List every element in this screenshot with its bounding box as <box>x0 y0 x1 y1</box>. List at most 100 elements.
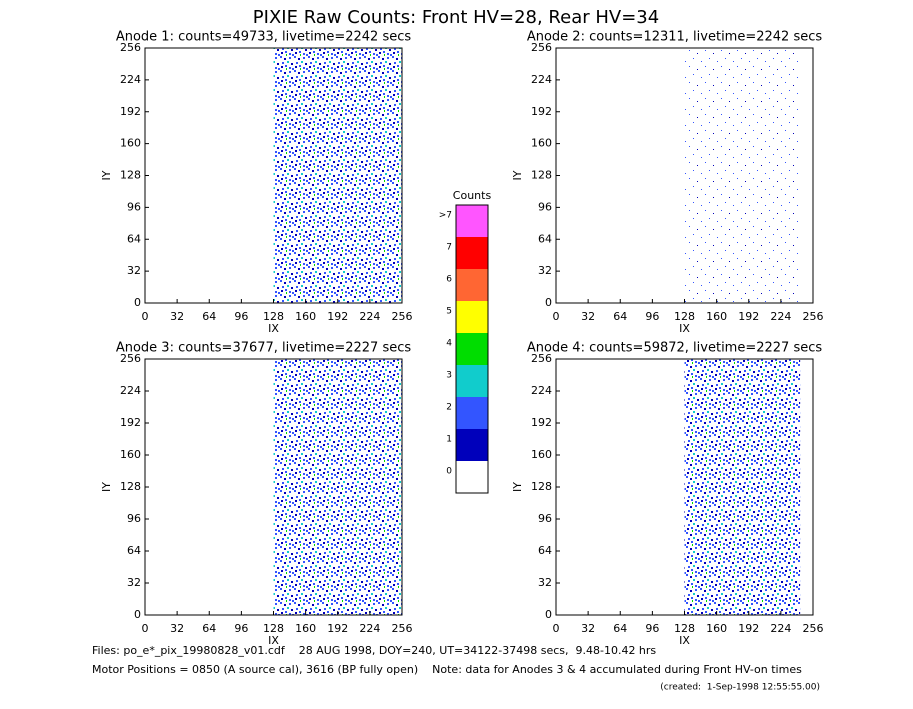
image-texture <box>273 359 402 615</box>
panel-title: Anode 3: counts=37677, livetime=2227 sec… <box>116 341 412 356</box>
y-tick-label: 96 <box>538 512 552 525</box>
y-tick-label: 96 <box>127 512 141 525</box>
panel-title: Anode 4: counts=59872, livetime=2227 sec… <box>527 341 823 356</box>
y-axis-label: IY <box>100 482 113 492</box>
image-texture <box>273 48 402 303</box>
x-axis-label: IX <box>268 634 279 647</box>
x-tick-label: 224 <box>359 622 380 635</box>
x-axis-label: IX <box>679 634 690 647</box>
y-tick-label: 64 <box>538 232 552 245</box>
y-tick-label: 32 <box>538 264 552 277</box>
y-tick-label: 160 <box>531 137 552 150</box>
x-tick-label: 96 <box>645 622 659 635</box>
colorbar-label: 3 <box>446 371 452 381</box>
y-tick-label: 64 <box>127 232 141 245</box>
x-tick-label: 32 <box>581 310 595 323</box>
y-tick-label: 160 <box>120 448 141 461</box>
colorbar-label: >7 <box>439 211 452 221</box>
y-tick-label: 128 <box>531 480 552 493</box>
x-tick-label: 0 <box>142 622 149 635</box>
x-tick-label: 32 <box>170 622 184 635</box>
image-texture <box>684 48 801 303</box>
x-tick-label: 224 <box>770 310 791 323</box>
colorbar-label: 7 <box>446 243 452 253</box>
colorbar-swatch <box>456 237 488 269</box>
colorbar-swatch <box>456 397 488 429</box>
x-tick-label: 96 <box>645 310 659 323</box>
y-tick-label: 0 <box>545 608 552 621</box>
y-tick-label: 224 <box>120 73 141 86</box>
x-tick-label: 64 <box>202 310 216 323</box>
footer-files: Files: po_e*_pix_19980828_v01.cdf 28 AUG… <box>92 644 656 657</box>
colorbar-swatch <box>456 333 488 365</box>
footer-motor: Motor Positions = 0850 (A source cal), 3… <box>92 663 802 676</box>
figure-title: PIXIE Raw Counts: Front HV=28, Rear HV=3… <box>253 7 659 28</box>
x-tick-label: 128 <box>263 622 284 635</box>
image-texture <box>684 359 801 615</box>
colorbar-swatch <box>456 461 488 493</box>
x-tick-label: 192 <box>327 622 348 635</box>
y-tick-label: 192 <box>120 416 141 429</box>
colorbar-swatch <box>456 365 488 397</box>
colorbar-label: 5 <box>446 307 452 317</box>
colorbar-frame <box>455 204 489 494</box>
colorbar-label: 6 <box>446 275 452 285</box>
x-tick-label: 160 <box>295 310 316 323</box>
x-tick-label: 32 <box>170 310 184 323</box>
x-tick-label: 224 <box>770 622 791 635</box>
y-tick-label: 0 <box>545 296 552 309</box>
x-tick-label: 256 <box>803 310 824 323</box>
x-tick-label: 224 <box>359 310 380 323</box>
y-tick-label: 192 <box>531 105 552 118</box>
y-tick-label: 64 <box>538 544 552 557</box>
y-tick-label: 256 <box>120 352 141 365</box>
y-tick-label: 128 <box>531 169 552 182</box>
colorbar-swatch <box>456 205 488 237</box>
x-tick-label: 64 <box>613 622 627 635</box>
y-tick-label: 224 <box>120 384 141 397</box>
x-tick-label: 160 <box>706 622 727 635</box>
x-tick-label: 192 <box>327 310 348 323</box>
y-tick-label: 224 <box>531 384 552 397</box>
x-tick-label: 128 <box>674 622 695 635</box>
colorbar-label: 1 <box>446 435 452 445</box>
x-tick-label: 0 <box>553 310 560 323</box>
y-tick-label: 96 <box>127 200 141 213</box>
y-tick-label: 256 <box>531 352 552 365</box>
y-tick-label: 128 <box>120 169 141 182</box>
x-tick-label: 160 <box>295 622 316 635</box>
y-tick-label: 32 <box>538 576 552 589</box>
footer-created: (created: 1-Sep-1998 12:55:55.00) <box>660 683 820 693</box>
y-tick-label: 0 <box>134 296 141 309</box>
x-tick-label: 0 <box>553 622 560 635</box>
panel-title: Anode 2: counts=12311, livetime=2242 sec… <box>527 30 823 45</box>
y-tick-label: 160 <box>120 137 141 150</box>
y-tick-label: 160 <box>531 448 552 461</box>
x-axis-label: IX <box>268 322 279 335</box>
colorbar-swatch <box>456 301 488 333</box>
y-tick-label: 64 <box>127 544 141 557</box>
x-tick-label: 128 <box>674 310 695 323</box>
x-tick-label: 96 <box>234 310 248 323</box>
y-tick-label: 32 <box>127 264 141 277</box>
x-tick-label: 64 <box>202 622 216 635</box>
colorbar-label: 4 <box>446 339 452 349</box>
x-tick-label: 256 <box>803 622 824 635</box>
y-tick-label: 256 <box>120 41 141 54</box>
colorbar-swatch <box>456 269 488 301</box>
y-tick-label: 192 <box>120 105 141 118</box>
y-axis-label: IY <box>511 482 524 492</box>
x-tick-label: 64 <box>613 310 627 323</box>
y-axis-label: IY <box>511 170 524 180</box>
x-tick-label: 96 <box>234 622 248 635</box>
y-tick-label: 256 <box>531 41 552 54</box>
colorbar-swatch <box>456 429 488 461</box>
x-tick-label: 192 <box>738 310 759 323</box>
x-tick-label: 32 <box>581 622 595 635</box>
y-tick-label: 224 <box>531 73 552 86</box>
colorbar-label: 2 <box>446 403 452 413</box>
y-tick-label: 96 <box>538 200 552 213</box>
y-axis-label: IY <box>100 170 113 180</box>
